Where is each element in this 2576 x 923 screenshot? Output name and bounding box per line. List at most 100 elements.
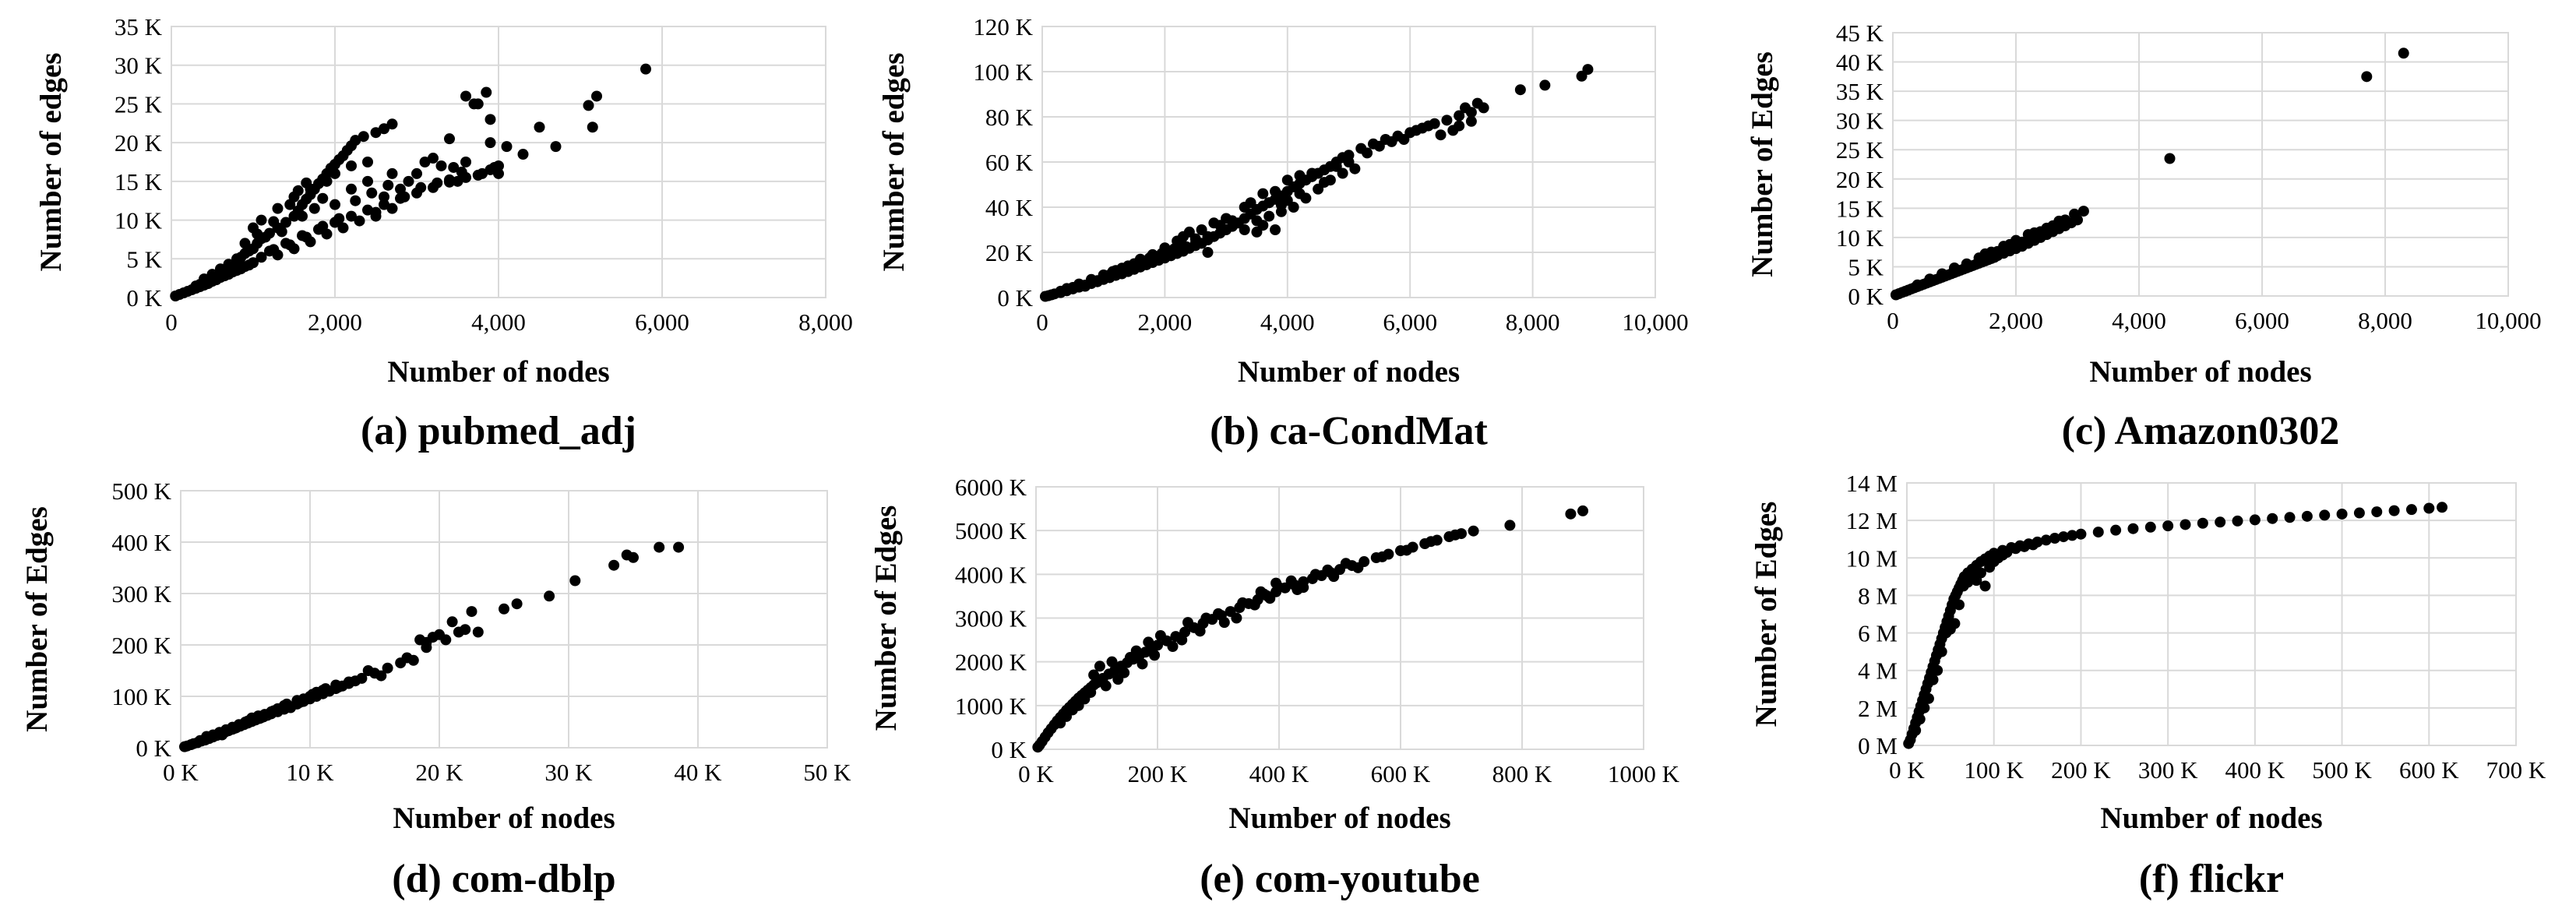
x-tick-label: 4,000 xyxy=(2112,307,2166,334)
y-tick-label: 6000 K xyxy=(955,474,1027,501)
data-point xyxy=(382,662,393,674)
data-point xyxy=(1263,197,1275,209)
data-point xyxy=(444,133,455,145)
data-point xyxy=(1080,280,1091,292)
data-point xyxy=(252,228,263,240)
data-point xyxy=(1936,268,1948,280)
data-point xyxy=(229,722,241,734)
data-point xyxy=(1067,281,1079,293)
data-point xyxy=(640,63,651,75)
x-tick-label: 0 xyxy=(1887,307,1899,334)
data-point xyxy=(1565,508,1577,520)
data-point xyxy=(569,575,581,587)
data-point xyxy=(2336,508,2348,520)
data-point xyxy=(460,157,471,167)
y-tick-label: 200 K xyxy=(111,632,171,659)
data-point xyxy=(294,696,305,708)
data-point xyxy=(1258,588,1270,600)
data-point xyxy=(1912,279,1923,291)
data-point xyxy=(235,252,247,263)
data-point xyxy=(1954,599,1965,611)
data-point xyxy=(1182,617,1193,629)
chart-caption: (e) com-youtube xyxy=(1200,857,1480,901)
data-point xyxy=(308,203,320,214)
data-point xyxy=(419,157,431,167)
data-point xyxy=(1294,170,1306,181)
x-tick-label: 100 K xyxy=(1964,756,2024,784)
y-axis-label: Number of Edges xyxy=(869,506,903,731)
data-point xyxy=(1180,241,1192,252)
data-point xyxy=(1949,618,1961,629)
y-axis-label: Number of Edges xyxy=(1750,502,1783,727)
data-point xyxy=(379,199,389,210)
data-point xyxy=(1202,231,1214,242)
data-point xyxy=(1144,252,1155,264)
x-tick-label: 6,000 xyxy=(635,308,689,336)
x-tick-label: 400 K xyxy=(1249,760,1309,787)
data-point xyxy=(2371,506,2383,518)
data-point xyxy=(608,559,620,571)
y-tick-label: 4 M xyxy=(1858,657,1898,685)
data-point xyxy=(1245,197,1256,209)
data-point xyxy=(1270,224,1281,235)
x-tick-label: 20 K xyxy=(415,759,463,786)
data-point xyxy=(466,606,477,618)
x-tick-label: 600 K xyxy=(2399,756,2459,784)
x-tick-label: 500 K xyxy=(2312,756,2372,784)
y-tick-label: 100 K xyxy=(973,58,1033,86)
y-tick-label: 120 K xyxy=(973,13,1033,41)
y-tick-label: 20 K xyxy=(115,129,163,157)
chart-c: 0 2,000 4,000 6,000 8,000 10,000 0 K 5 K10 K15 … xyxy=(1746,19,2542,453)
chart-caption: (d) com-dblp xyxy=(392,857,615,901)
y-axis-label: Number of Edges xyxy=(1746,51,1779,277)
data-point xyxy=(386,118,398,130)
x-axis-label: Number of nodes xyxy=(1228,801,1450,835)
data-point xyxy=(1094,661,1105,672)
data-point xyxy=(284,199,296,210)
data-point xyxy=(319,683,331,695)
x-tick-label: 4,000 xyxy=(1260,308,1315,336)
x-tick-label: 2,000 xyxy=(308,308,362,336)
data-point xyxy=(1131,260,1143,272)
data-point xyxy=(223,264,234,276)
data-point xyxy=(628,551,639,563)
data-point xyxy=(337,222,349,234)
data-point xyxy=(2353,507,2365,519)
data-point xyxy=(1194,625,1206,637)
data-point xyxy=(1292,583,1303,595)
data-point xyxy=(499,603,509,615)
data-point xyxy=(1100,680,1112,692)
data-point xyxy=(354,215,365,227)
data-point xyxy=(544,590,555,602)
data-point xyxy=(1107,266,1119,277)
data-point xyxy=(1281,195,1293,206)
data-point xyxy=(1422,120,1434,132)
data-point xyxy=(242,715,254,727)
y-axis-label: Number of edges xyxy=(34,53,68,272)
data-point xyxy=(472,98,484,110)
y-tick-label: 0 K xyxy=(991,736,1027,763)
data-point xyxy=(2004,238,2016,250)
data-point xyxy=(1189,238,1201,249)
data-point xyxy=(1149,650,1161,661)
data-point xyxy=(472,169,484,181)
chart-f: 0 K 100 K 200 K 300 K 400 K 500 K 600 K 700 K 0 … xyxy=(1750,470,2546,901)
data-point xyxy=(268,244,280,255)
data-point xyxy=(1373,140,1385,152)
data-point xyxy=(207,729,219,741)
y-tick-label: 25 K xyxy=(115,90,163,118)
y-tick-label: 0 K xyxy=(136,735,171,762)
y-tick-label: 100 K xyxy=(111,683,171,710)
data-point xyxy=(2001,547,2013,558)
data-point xyxy=(2361,71,2373,83)
data-point xyxy=(1231,612,1242,624)
x-tick-label: 0 K xyxy=(1018,760,1054,787)
y-axis-label: Number of edges xyxy=(877,53,911,272)
data-point xyxy=(1143,636,1154,648)
data-point xyxy=(460,624,471,636)
x-tick-label: 0 K xyxy=(163,759,199,786)
data-point xyxy=(2398,48,2409,59)
data-point xyxy=(194,735,206,746)
x-tick-label: 200 K xyxy=(2051,756,2111,784)
